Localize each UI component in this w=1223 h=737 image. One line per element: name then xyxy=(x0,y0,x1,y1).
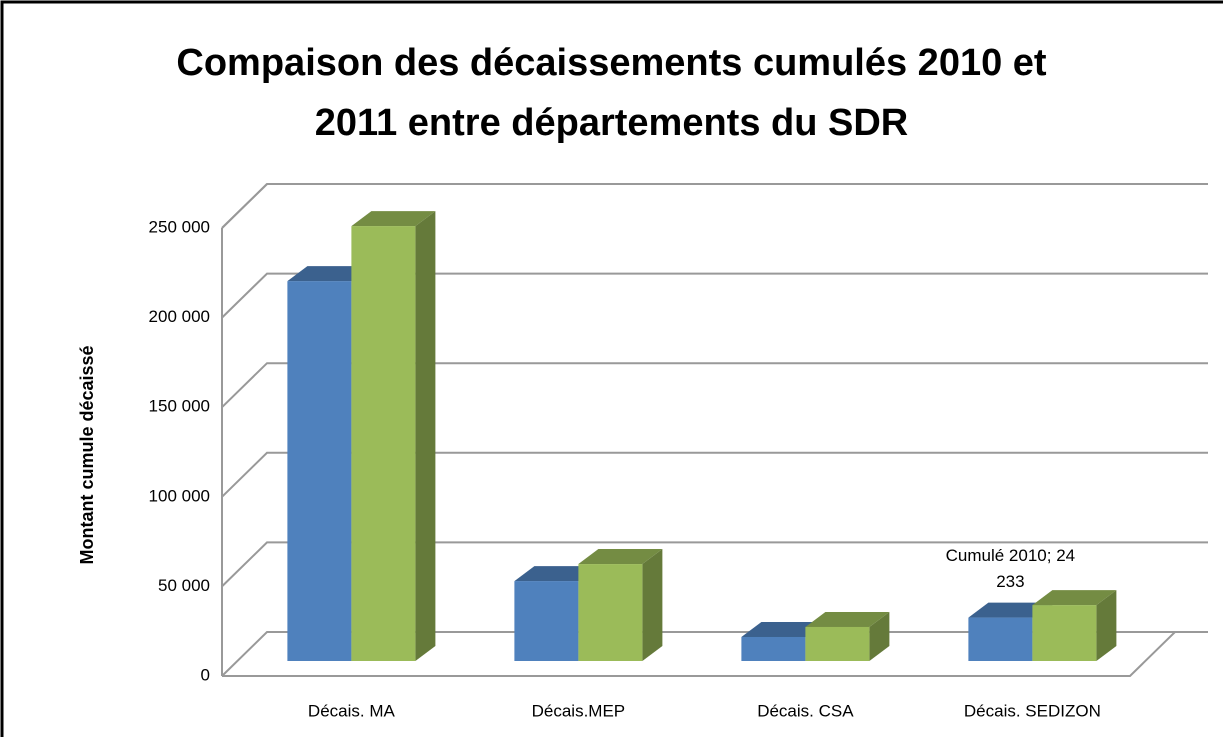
grid-line xyxy=(221,541,1208,588)
bar-top xyxy=(514,566,599,582)
grid-line xyxy=(221,183,1208,229)
grid-line xyxy=(221,631,1208,677)
bar xyxy=(287,281,352,661)
x-tick-label: Décais. SEDIZON xyxy=(964,701,1101,720)
grid-line xyxy=(221,451,1208,498)
grid-line xyxy=(221,272,1208,319)
bar-side xyxy=(642,549,663,661)
y-tick-label: 250 000 xyxy=(149,217,210,236)
bar-top xyxy=(287,266,372,282)
grid-line xyxy=(221,362,1208,408)
bar-top xyxy=(578,549,663,565)
bar-top xyxy=(968,602,1053,618)
y-tick-label: 100 000 xyxy=(149,486,210,505)
x-tick-label: Décais. MA xyxy=(308,701,396,720)
y-tick-label: 50 000 xyxy=(158,576,210,595)
bar-side xyxy=(415,211,436,661)
bar xyxy=(741,636,806,661)
bar-side xyxy=(1096,590,1117,661)
bar xyxy=(1032,605,1097,661)
chart-title: Compaison des décaissements cumulés 2010… xyxy=(176,42,1047,84)
bar xyxy=(805,626,870,661)
data-label: Cumulé 2010; 24 233 xyxy=(945,545,1076,591)
bar-top xyxy=(741,621,826,637)
bar xyxy=(578,564,643,661)
bar-top xyxy=(805,611,890,627)
y-tick-label: 0 xyxy=(201,665,210,684)
bar-top xyxy=(351,211,436,227)
bar xyxy=(514,581,579,661)
bar-side xyxy=(869,611,890,661)
y-tick-label: 200 000 xyxy=(149,307,210,326)
floor xyxy=(222,631,1176,677)
y-axis-label: Montant cumule décaissé xyxy=(77,345,97,564)
y-tick-label: 150 000 xyxy=(149,397,210,416)
bar-top xyxy=(1032,590,1117,606)
bar xyxy=(351,226,416,661)
x-tick-label: Décais.MEP xyxy=(532,701,626,720)
bar xyxy=(968,617,1033,661)
chart-title: 2011 entre départements du SDR xyxy=(314,102,909,144)
x-tick-label: Décais. CSA xyxy=(757,701,854,720)
